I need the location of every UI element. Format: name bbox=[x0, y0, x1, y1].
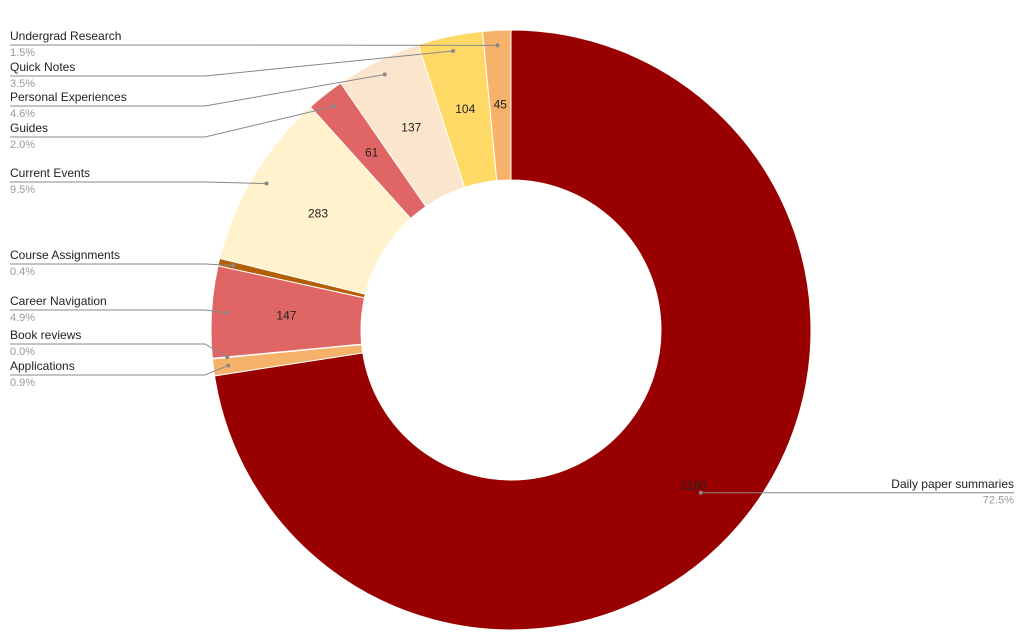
legend-label: Personal Experiences bbox=[10, 90, 127, 104]
percent-label: 72.5% bbox=[983, 495, 1014, 507]
legend-label: Book reviews bbox=[10, 328, 81, 342]
data-label: 147 bbox=[276, 309, 296, 323]
percent-label: 3.5% bbox=[10, 78, 35, 90]
legend-label: Applications bbox=[10, 359, 75, 373]
percent-label: 0.4% bbox=[10, 266, 35, 278]
percent-label: 0.0% bbox=[10, 346, 35, 358]
legend-label: Undergrad Research bbox=[10, 29, 121, 43]
leader-line bbox=[10, 343, 228, 358]
leader-line bbox=[10, 50, 454, 77]
data-label: 61 bbox=[365, 146, 379, 160]
leader-dot bbox=[451, 48, 456, 53]
percent-label: 2.0% bbox=[10, 139, 35, 151]
donut-slice bbox=[213, 29, 812, 631]
donut-slice bbox=[482, 29, 512, 182]
leader-line bbox=[10, 309, 227, 314]
data-label: 283 bbox=[308, 207, 328, 221]
legend-label: Course Assignments bbox=[10, 248, 120, 262]
data-label: 137 bbox=[401, 120, 421, 134]
legend-label: Career Navigation bbox=[10, 294, 107, 308]
leader-line bbox=[10, 365, 229, 376]
data-label: 45 bbox=[494, 97, 508, 111]
leader-line bbox=[10, 181, 267, 185]
leader-line bbox=[10, 105, 335, 138]
leader-line bbox=[10, 263, 234, 266]
data-label: 2160 bbox=[680, 478, 707, 492]
legend-label: Quick Notes bbox=[10, 60, 75, 74]
percent-label: 9.5% bbox=[10, 184, 35, 196]
legend-label: Guides bbox=[10, 121, 48, 135]
legend-label: Daily paper summaries bbox=[891, 477, 1014, 491]
data-label: 104 bbox=[455, 102, 475, 116]
percent-label: 1.5% bbox=[10, 47, 35, 59]
percent-label: 4.9% bbox=[10, 312, 35, 324]
leader-line bbox=[10, 74, 385, 107]
percent-label: 0.9% bbox=[10, 377, 35, 389]
percent-label: 4.6% bbox=[10, 108, 35, 120]
legend-label: Current Events bbox=[10, 166, 90, 180]
